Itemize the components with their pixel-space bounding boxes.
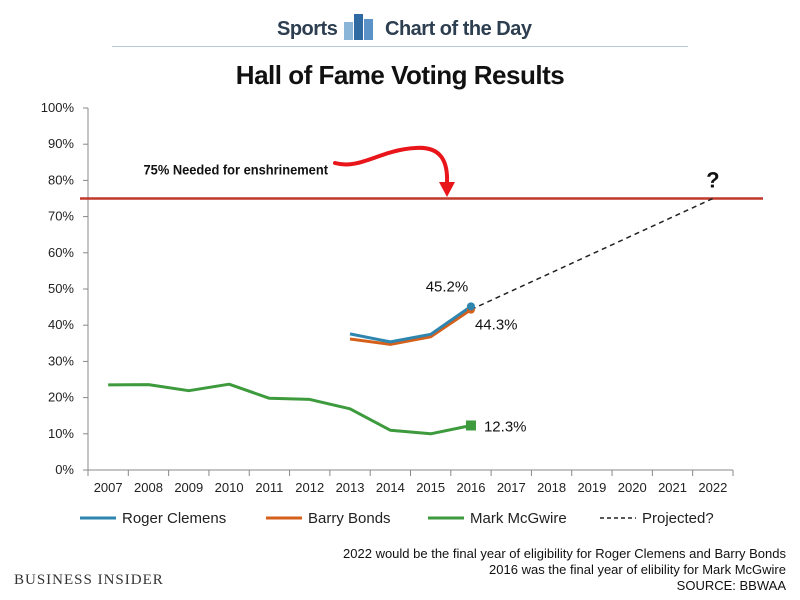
legend-label: Projected? xyxy=(642,510,714,527)
x-tick-label: 2017 xyxy=(497,480,526,495)
y-tick-label: 100% xyxy=(41,100,75,115)
series-line-projected xyxy=(470,197,714,311)
y-tick-label: 0% xyxy=(55,462,74,477)
footnote-eligibility-2022: 2022 would be the final year of eligibil… xyxy=(343,546,786,561)
bar-chart-icon xyxy=(344,14,373,40)
y-tick-label: 30% xyxy=(48,353,74,368)
footnote-eligibility-2016: 2016 was the final year of elibility for… xyxy=(489,562,786,577)
legend-label: Roger Clemens xyxy=(122,510,226,527)
annotation-arrow-curve xyxy=(333,145,450,185)
y-tick-label: 20% xyxy=(48,390,74,405)
annotation-arrow-head xyxy=(439,182,455,197)
x-tick-label: 2007 xyxy=(94,480,123,495)
x-tick-label: 2022 xyxy=(698,480,727,495)
data-label-clemens-2016: 45.2% xyxy=(426,278,469,295)
x-tick-label: 2015 xyxy=(416,480,445,495)
y-tick-label: 40% xyxy=(48,317,74,332)
x-tick-label: 2010 xyxy=(215,480,244,495)
x-tick-label: 2013 xyxy=(336,480,365,495)
x-tick-label: 2018 xyxy=(537,480,566,495)
x-tick-label: 2009 xyxy=(174,480,203,495)
series-line-barry-bonds xyxy=(349,308,472,346)
chart-annotations: 75% Needed for enshrinement 45.2% 44.3% 12.… xyxy=(144,145,720,435)
y-tick-label: 50% xyxy=(48,281,74,296)
x-tick-label: 2012 xyxy=(295,480,324,495)
legend-label: Mark McGwire xyxy=(470,510,567,527)
x-tick-label: 2019 xyxy=(577,480,606,495)
y-tick-label: 10% xyxy=(48,426,74,441)
chart-series xyxy=(108,197,714,436)
x-tick-label: 2008 xyxy=(134,480,163,495)
header-chart-of-the-day-label: Chart of the Day xyxy=(385,18,532,40)
header-divider xyxy=(112,46,688,47)
chart-legend: Roger Clemens Barry Bonds Mark McGwire Proj… xyxy=(80,510,714,527)
point-marker-mcgwire-2016 xyxy=(465,420,476,431)
x-tick-label: 2014 xyxy=(376,480,405,495)
series-line-mark-mcgwire xyxy=(108,382,472,436)
x-tick-label: 2020 xyxy=(618,480,647,495)
point-marker-clemens-2016 xyxy=(466,302,475,311)
legend-label: Barry Bonds xyxy=(308,510,391,527)
header-sports-label: Sports xyxy=(277,18,338,40)
y-tick-label: 70% xyxy=(48,209,74,224)
annotation-question-mark: ? xyxy=(706,168,719,193)
footnote-source: SOURCE: BBWAA xyxy=(676,578,786,593)
header: Sports Chart of the Day xyxy=(0,10,800,50)
y-tick-label: 60% xyxy=(48,245,74,260)
x-tick-label: 2011 xyxy=(255,480,283,495)
chart-title: Hall of Fame Voting Results xyxy=(235,60,565,90)
x-tick-label: 2016 xyxy=(457,480,486,495)
series-line-roger-clemens xyxy=(349,305,472,344)
annotation-threshold-note: 75% Needed for enshrinement xyxy=(144,162,329,178)
y-tick-label: 80% xyxy=(48,172,74,187)
x-tick-label: 2021 xyxy=(658,480,687,495)
y-tick-label: 90% xyxy=(48,136,74,151)
business-insider-logo: BUSINESS INSIDER xyxy=(14,572,164,588)
data-label-mcgwire-2016: 12.3% xyxy=(484,418,527,435)
data-label-bonds-2016: 44.3% xyxy=(475,317,518,334)
chart-axes: 0% 10% 20% 30% 40% 50% 60% 70% 80% 90% 100% 2007 200… xyxy=(41,100,734,495)
